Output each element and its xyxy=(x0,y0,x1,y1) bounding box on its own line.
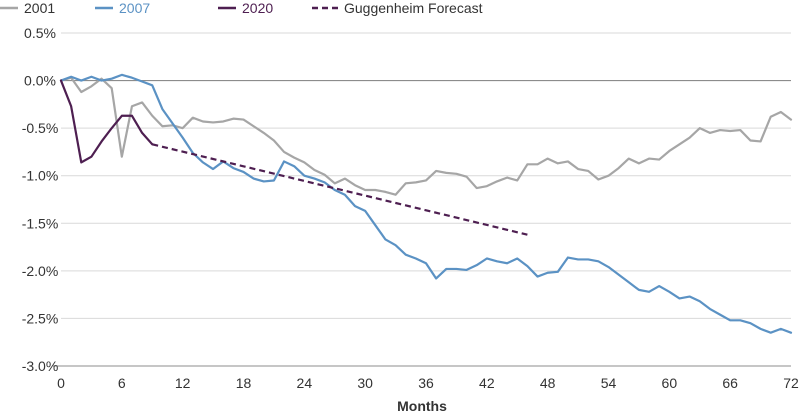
series-line-2020 xyxy=(59,79,154,164)
series-layer xyxy=(59,73,793,334)
series-line-2007 xyxy=(59,73,793,334)
y-tick-label: -1.0% xyxy=(22,168,59,184)
legend-item-2007: 2007 xyxy=(95,0,150,16)
series-line-guggenheim-forecast xyxy=(151,143,528,236)
legend: 2001 2007 2020 Guggenheim Forecast xyxy=(0,0,483,16)
x-axis-ticks: 0 6 12 18 24 30 36 42 48 54 60 66 72 xyxy=(57,375,799,391)
y-tick-label: 0.0% xyxy=(24,73,56,89)
legend-label: 2001 xyxy=(24,0,55,16)
gridlines xyxy=(53,32,791,367)
legend-item-guggenheim-forecast: Guggenheim Forecast xyxy=(312,0,483,16)
x-tick-label: 24 xyxy=(297,375,313,391)
legend-item-2001: 2001 xyxy=(0,0,55,16)
x-tick-label: 60 xyxy=(662,375,678,391)
x-tick-label: 42 xyxy=(479,375,495,391)
x-tick-label: 36 xyxy=(418,375,434,391)
x-tick-label: 72 xyxy=(783,375,799,391)
y-tick-label: -2.0% xyxy=(22,263,59,279)
y-tick-label: 0.5% xyxy=(24,25,56,41)
y-tick-label: -1.5% xyxy=(22,215,59,231)
y-axis-ticks: 0.5% 0.0% -0.5% -1.0% -1.5% -2.0% -2.5% -3.0% xyxy=(22,25,59,374)
series-line-2001 xyxy=(59,76,793,196)
y-tick-label: -3.0% xyxy=(22,358,59,374)
y-tick-label: -2.5% xyxy=(22,310,59,326)
x-tick-label: 6 xyxy=(118,375,126,391)
legend-label: 2007 xyxy=(119,0,150,16)
x-tick-label: 12 xyxy=(175,375,191,391)
y-tick-label: -0.5% xyxy=(22,120,59,136)
x-tick-label: 18 xyxy=(236,375,252,391)
x-tick-label: 48 xyxy=(540,375,556,391)
x-tick-label: 66 xyxy=(722,375,738,391)
x-axis-title: Months xyxy=(397,398,447,414)
x-tick-label: 0 xyxy=(57,375,65,391)
x-tick-label: 54 xyxy=(601,375,617,391)
legend-item-2020: 2020 xyxy=(218,0,273,16)
legend-label: 2020 xyxy=(242,0,273,16)
legend-label: Guggenheim Forecast xyxy=(344,0,483,16)
x-tick-label: 30 xyxy=(357,375,373,391)
